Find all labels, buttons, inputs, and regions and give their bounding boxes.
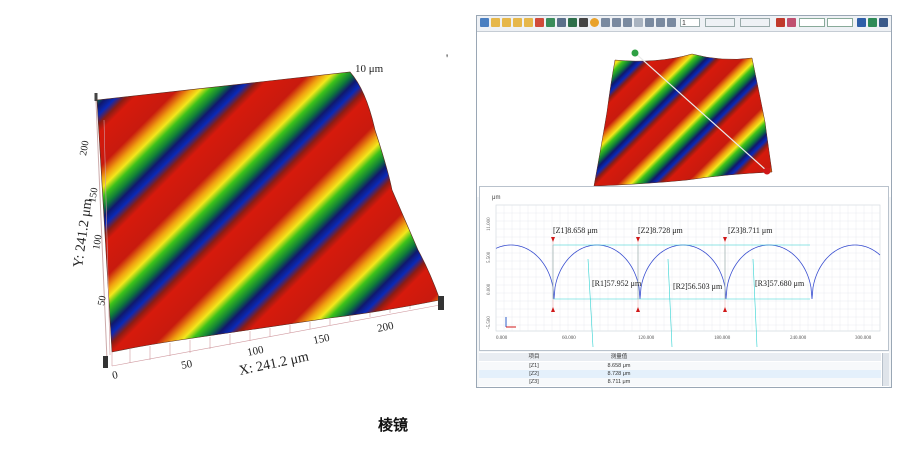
value-input-2[interactable] [827, 18, 853, 27]
z1-label: [Z1]8.658 μm [553, 226, 599, 235]
row-value: 8.711 μm [607, 379, 631, 385]
r1-label: [R1]57.952 μm [592, 279, 642, 288]
table-row[interactable]: [Z1] 8.658 μm [479, 362, 881, 370]
x-tick: 0 [111, 369, 119, 382]
y-axis-line [95, 100, 108, 361]
y-axis-label: Y: 241.2 μm [71, 197, 96, 268]
x-tick: 0.000 [496, 336, 508, 341]
header-value: 测量值 [610, 354, 628, 360]
corner-marker-front [103, 356, 108, 368]
corner-marker [438, 296, 444, 310]
marker-triangle[interactable] [723, 307, 727, 312]
close-icon[interactable] [776, 18, 785, 27]
check-icon[interactable] [868, 18, 877, 27]
marker-triangle[interactable] [551, 307, 555, 312]
y-tick: 200 [78, 140, 91, 157]
profile-end-handle[interactable] [763, 167, 771, 175]
x-tick: 200 [376, 320, 395, 335]
figure-caption: 棱镜 [378, 416, 409, 434]
area-icon[interactable] [656, 18, 665, 27]
table-scrollbar[interactable] [882, 353, 889, 386]
table-header: 项目 测量值 [479, 353, 881, 361]
step-select[interactable]: 1 [680, 18, 700, 27]
measure-icon[interactable] [601, 18, 610, 27]
surface-patch [593, 53, 773, 187]
circle-tool-icon[interactable] [634, 18, 643, 27]
cube-side-icon[interactable] [513, 18, 522, 27]
profile-curve [495, 244, 881, 300]
row-item: [Z3] [529, 379, 539, 385]
value-input-1[interactable] [799, 18, 825, 27]
x-tick: 180.000 [714, 336, 731, 341]
angle-icon[interactable] [623, 18, 632, 27]
y-tick: 50 [96, 295, 109, 307]
r2-label: [R2]56.503 μm [673, 282, 723, 291]
y-tick: 100 [91, 234, 104, 251]
left-3d-plot: 10 μm ' 200 150 100 50 Y: 241.2 μm 0 50 … [71, 51, 448, 382]
toolbar: 1 [477, 16, 891, 32]
x-tick: 120.000 [638, 336, 655, 341]
x-tick: 50 [180, 358, 194, 372]
profile-icon[interactable] [546, 18, 555, 27]
arrow-icon[interactable] [557, 18, 566, 27]
row-value: 8.658 μm [607, 363, 631, 369]
row-item: [Z1] [529, 363, 539, 369]
eraser-icon[interactable] [787, 18, 796, 27]
surface-thumbnail [593, 49, 773, 187]
base-grid [103, 119, 441, 367]
surface-3d-render: 10 μm ' 200 150 100 50 Y: 241.2 μm 0 50 … [71, 51, 448, 382]
plot-grid [495, 204, 881, 331]
header-item: 项目 [528, 354, 540, 360]
unit-label: μm [492, 195, 500, 201]
x-tick: 300.000 [855, 336, 872, 341]
height-icon[interactable] [612, 18, 621, 27]
surface-view[interactable] [477, 32, 891, 197]
table-icon[interactable] [667, 18, 676, 27]
x-tick: 100 [246, 344, 265, 359]
x-tick: 150 [312, 332, 331, 347]
color-map-icon[interactable] [535, 18, 544, 27]
profile-start-handle[interactable] [631, 49, 639, 57]
measurement-table: 项目 测量值 [Z1] 8.658 μm [Z2] 8.728 μm [Z3] … [479, 352, 889, 387]
analysis-window: 1 [476, 15, 892, 388]
option-select-2[interactable] [740, 18, 770, 27]
save-icon[interactable] [879, 18, 888, 27]
z-scale-label: 10 μm [355, 63, 384, 75]
marker-triangle[interactable] [636, 237, 640, 242]
table-row[interactable]: [Z3] 8.711 μm [479, 378, 881, 386]
z2-label: [Z2]8.728 μm [638, 226, 684, 235]
y-tick: 5.500 [487, 251, 492, 263]
profile-chart: μm 11.000 5.500 0.000 -5.500 0.000 60.00… [487, 195, 881, 348]
link-icon[interactable] [857, 18, 866, 27]
y-tick: 150 [87, 187, 100, 204]
row-value: 8.728 μm [607, 371, 631, 377]
y-tick: 11.000 [487, 217, 492, 231]
option-select[interactable] [705, 18, 735, 27]
table-row[interactable]: [Z2] 8.728 μm [479, 370, 881, 378]
stray-mark: ' [446, 51, 448, 65]
marker-triangle[interactable] [723, 237, 727, 242]
z3-label: [Z3]8.711 μm [728, 226, 773, 235]
marker-triangle[interactable] [636, 307, 640, 312]
x-tick: 60.000 [562, 336, 576, 341]
surface-mesh [96, 71, 441, 353]
distance-icon[interactable] [645, 18, 654, 27]
fill-icon[interactable] [568, 18, 577, 27]
cube-top-icon[interactable] [524, 18, 533, 27]
cube-front-icon[interactable] [502, 18, 511, 27]
grid-icon[interactable] [480, 18, 489, 27]
profile-chart-panel: μm 11.000 5.500 0.000 -5.500 0.000 60.00… [479, 186, 889, 351]
profile-line[interactable] [634, 52, 768, 172]
point-icon[interactable] [590, 18, 599, 27]
x-tick: 240.000 [790, 336, 807, 341]
row-item: [Z2] [529, 371, 539, 377]
cube-icon[interactable] [491, 18, 500, 27]
r3-label: [R3]57.680 μm [755, 279, 805, 288]
marker-lines [552, 237, 726, 312]
y-tick: -5.500 [487, 316, 492, 329]
marker-triangle[interactable] [551, 237, 555, 242]
y-tick: 0.000 [487, 283, 492, 295]
slope-icon[interactable] [579, 18, 588, 27]
